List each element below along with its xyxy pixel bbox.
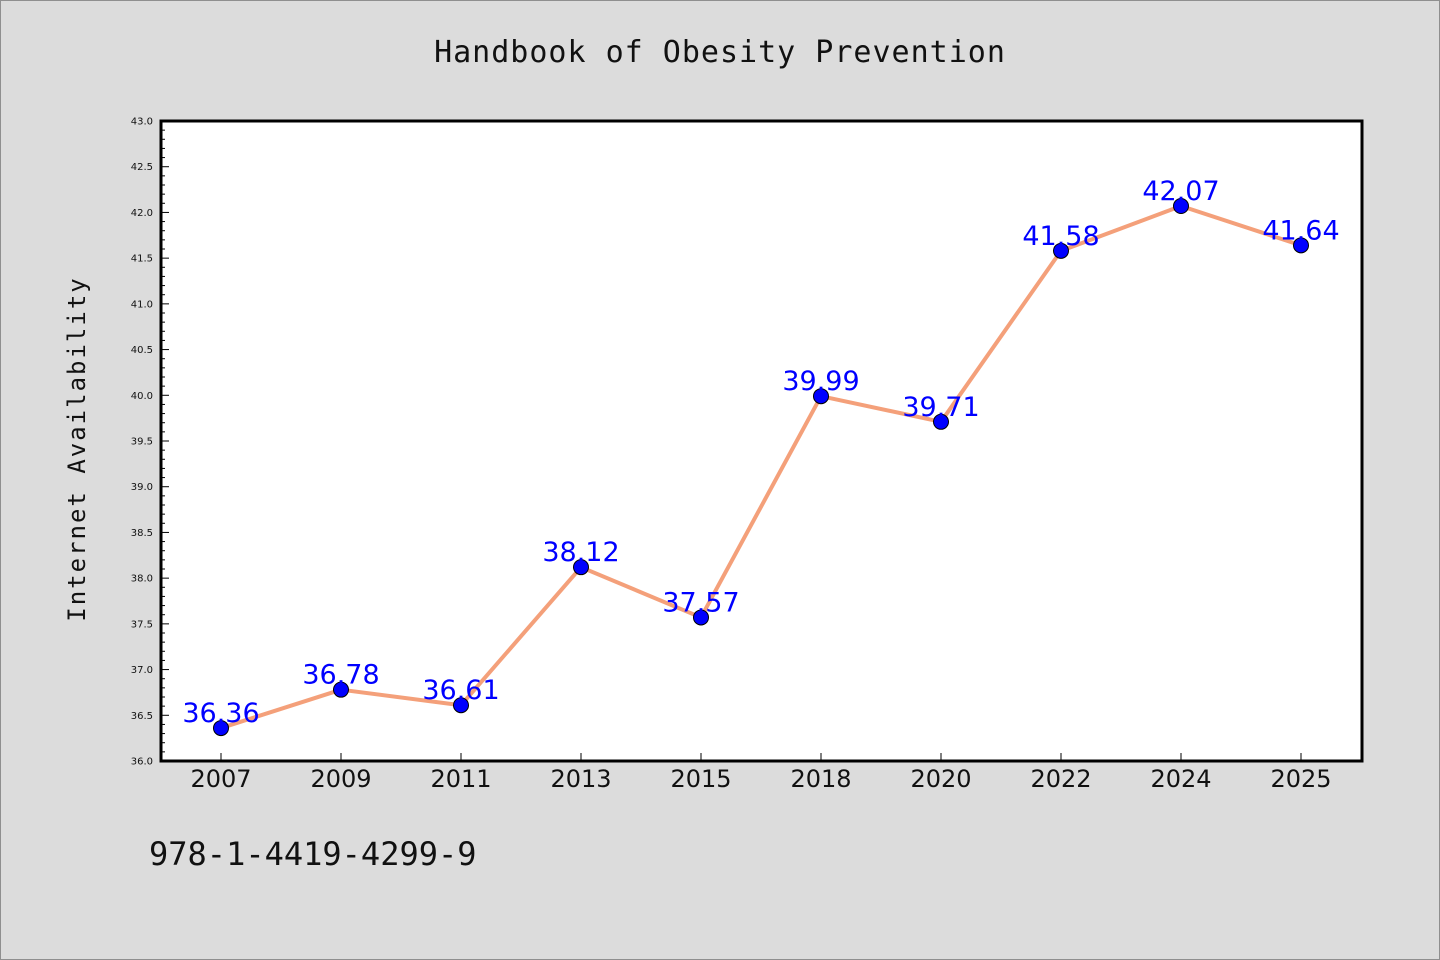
data-point-marker <box>933 413 949 430</box>
chart-title: Handbook of Obesity Prevention <box>434 35 1006 70</box>
data-point-marker <box>333 681 349 698</box>
x-tick-label: 2015 <box>670 765 731 793</box>
data-value-label: 41.64 <box>1262 215 1339 246</box>
data-label-group: 36.36 36.78 36.61 38.12 37.57 39.99 39.71 41.58… <box>182 176 1339 729</box>
data-value-label: 36.61 <box>422 675 499 706</box>
y-tick-label: 41.5 <box>131 254 153 265</box>
data-value-label: 37.57 <box>662 587 739 618</box>
series-line <box>219 204 1303 731</box>
y-tick-label: 42.0 <box>131 208 153 219</box>
data-point-marker <box>213 720 229 737</box>
data-point-marker <box>693 609 709 626</box>
data-value-label: 41.58 <box>1022 221 1099 252</box>
x-tick-label: 2022 <box>1030 765 1091 793</box>
data-value-label: 36.78 <box>302 660 379 691</box>
marker-group <box>213 198 1309 737</box>
data-point-marker <box>1293 237 1309 254</box>
data-value-label: 38.12 <box>542 537 619 568</box>
y-tick-label: 38.0 <box>131 574 153 585</box>
x-tick-label: 2024 <box>1150 765 1211 793</box>
y-axis: 36.0 36.5 37.0 37.5 38.0 38.5 39.0 39.5 40.0 40.5… <box>131 117 169 768</box>
x-tick-label: 2025 <box>1270 765 1331 793</box>
x-tick-label: 2011 <box>430 765 491 793</box>
y-tick-label: 43.0 <box>131 117 153 128</box>
y-tick-label: 40.0 <box>131 391 153 402</box>
y-tick-label: 36.0 <box>131 757 153 768</box>
data-point-marker <box>453 697 469 714</box>
plot-frame <box>159 119 1364 763</box>
series-line-group <box>219 204 1303 731</box>
plot-area <box>161 121 1362 761</box>
data-point-marker <box>573 559 589 576</box>
y-tick-label: 41.0 <box>131 299 153 310</box>
isbn-text: 978-1-4419-4299-9 <box>149 835 477 873</box>
y-tick-label: 36.5 <box>131 711 153 722</box>
data-point-marker <box>813 388 829 405</box>
data-point-marker <box>1053 242 1069 259</box>
x-tick-label: 2009 <box>310 765 371 793</box>
y-tick-label: 38.5 <box>131 528 153 539</box>
y-tick-label: 37.0 <box>131 665 153 676</box>
y-tick-label: 39.0 <box>131 482 153 493</box>
x-tick-label: 2018 <box>790 765 851 793</box>
y-tick-label: 37.5 <box>131 619 153 630</box>
data-point-marker <box>1173 198 1189 215</box>
data-value-label: 39.71 <box>902 392 979 423</box>
y-tick-label: 39.5 <box>131 437 153 448</box>
x-tick-label: 2013 <box>550 765 611 793</box>
x-axis: 2007 2009 2011 2013 2015 2018 2020 2022 2024 2025 <box>190 753 1332 793</box>
data-value-label: 36.36 <box>182 698 259 729</box>
y-tick-label: 42.5 <box>131 162 153 173</box>
data-value-label: 42.07 <box>1142 176 1219 207</box>
x-tick-label: 2020 <box>910 765 971 793</box>
x-tick-label: 2007 <box>190 765 251 793</box>
y-tick-label: 40.5 <box>131 345 153 356</box>
data-value-label: 39.99 <box>782 366 859 397</box>
